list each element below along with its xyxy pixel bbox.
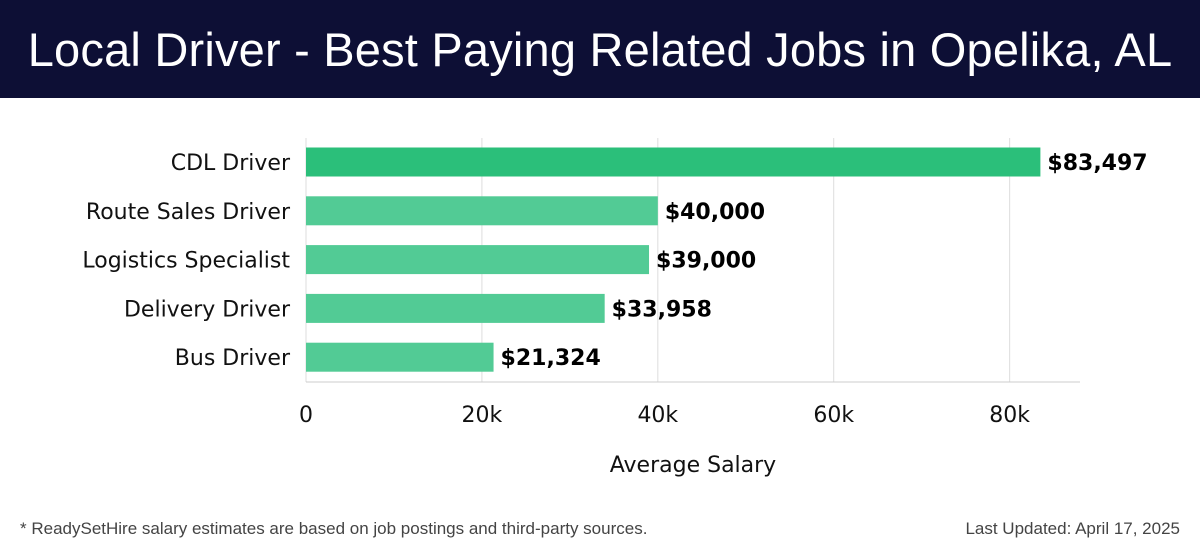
bar <box>306 342 494 372</box>
value-label: $39,000 <box>656 249 756 274</box>
bar <box>306 245 650 275</box>
x-tick-label: 80k <box>989 403 1030 428</box>
bar <box>306 293 605 323</box>
category-label: Route Sales Driver <box>86 200 291 225</box>
category-label: CDL Driver <box>171 151 291 176</box>
bar <box>306 196 658 226</box>
category-label: Bus Driver <box>175 346 291 371</box>
x-tick-label: 60k <box>813 403 854 428</box>
chart-header: Local Driver - Best Paying Related Jobs … <box>0 0 1200 98</box>
category-label: Delivery Driver <box>124 297 291 322</box>
x-axis-title: Average Salary <box>610 453 776 478</box>
category-label: Logistics Specialist <box>82 249 290 274</box>
x-tick-label: 0 <box>299 403 313 428</box>
value-label: $33,958 <box>612 297 712 322</box>
value-label: $21,324 <box>501 346 601 371</box>
bar <box>306 147 1041 177</box>
chart-title: Local Driver - Best Paying Related Jobs … <box>27 22 1173 76</box>
value-label: $83,497 <box>1047 151 1147 176</box>
value-label: $40,000 <box>665 200 765 225</box>
x-tick-label: 40k <box>637 403 678 428</box>
footer-disclaimer: * ReadySetHire salary estimates are base… <box>20 519 648 538</box>
bar-chart: 0 20k 40k 60k 80k CDL Driver $83,497 Route Sale… <box>82 138 1148 478</box>
last-updated: Last Updated: April 17, 2025 <box>965 519 1180 538</box>
x-tick-label: 20k <box>462 403 503 428</box>
